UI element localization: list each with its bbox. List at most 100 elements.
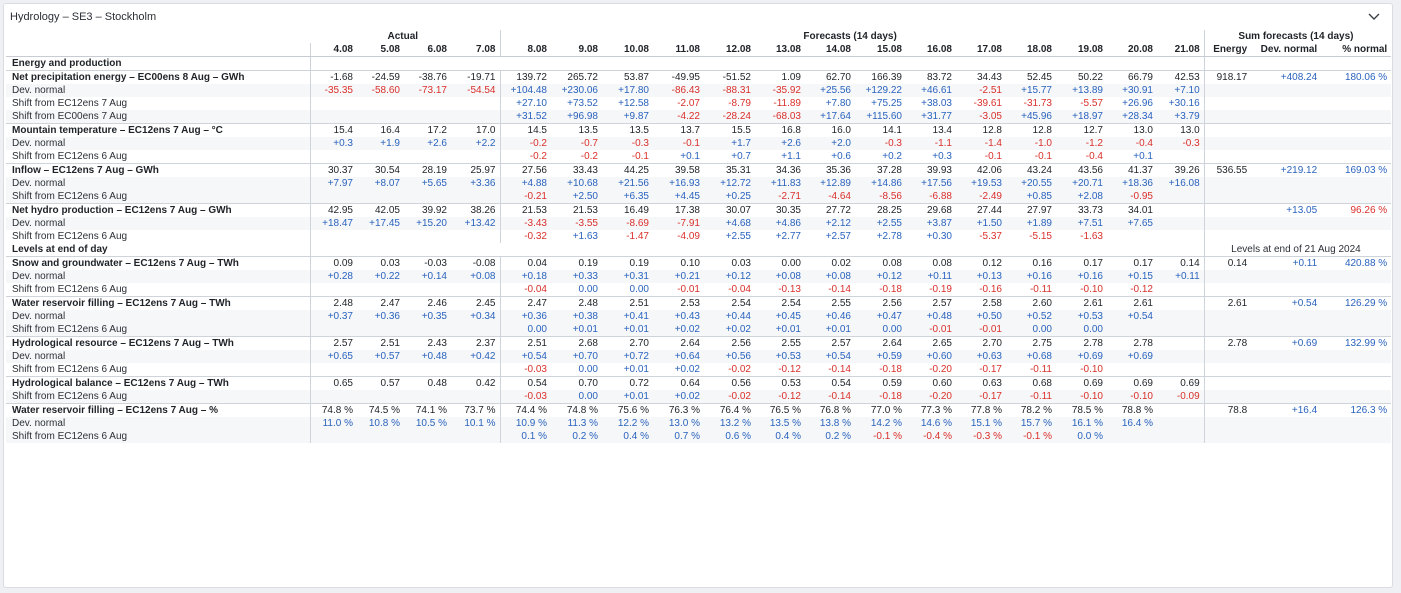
value-cell: +0.02 [674,364,700,375]
sub-row: Dev. normal +0.65 +0.57 +0.48 +0.42 +0.54 +0.7… [6,350,1392,363]
date-header: 4.08 [309,43,357,57]
value-cell: 0.00 [1056,323,1107,337]
value-cell: 77.8 % [956,403,1006,417]
value-cell: 0.69 [1056,376,1107,390]
value-cell: 37.28 [855,163,906,177]
value-cell: +0.48 [404,350,451,363]
value-cell: 27.56 [499,163,551,177]
sum-cell [1203,283,1252,297]
sub-row: Dev. normal +18.47 +17.45 +15.20 +13.42 -3.43… [6,217,1392,230]
value-cell: 77.0 % [855,403,906,417]
value-cell [451,110,500,124]
value-cell: -0.20 [906,390,956,404]
value-cell: 2.64 [653,336,704,350]
value-cell: +0.35 [404,310,451,323]
value-cell: -0.08 [451,256,500,270]
value-cell: +0.1 [680,151,700,162]
value-cell: 0.00 [578,284,598,295]
section-spacer [309,243,1205,257]
sum-cell [1203,430,1252,443]
value-cell: +7.65 [1107,217,1157,230]
value-cell: +0.08 [805,270,855,283]
value-cell: +2.50 [551,190,602,204]
value-cell: 13.2 % [704,417,755,430]
sum-cell [1321,123,1392,137]
header-label-spacer [6,43,310,57]
value-cell: 0.00 [499,323,551,337]
value-cell: +2.78 [876,231,902,242]
value-cell [309,283,357,297]
value-cell: +0.1 [1133,151,1153,162]
value-cell: -0.02 [704,390,755,404]
value-cell: -54.54 [451,84,500,97]
value-cell: +3.79 [1157,110,1205,124]
sum-cell [1251,97,1321,110]
value-cell: +0.13 [956,270,1006,283]
sum-cell [1321,137,1392,150]
value-cell: +0.02 [653,323,704,337]
value-cell: -0.01 [956,323,1006,337]
sum-cell [1203,217,1252,230]
value-cell: 42.05 [357,203,404,217]
value-cell: +31.77 [906,110,956,124]
value-cell: +129.22 [855,84,906,97]
value-cell: +15.20 [404,217,451,230]
sub-row: Dev. normal +0.28 +0.22 +0.14 +0.08 +0.18 +0.3… [6,270,1392,283]
value-cell: +2.6 [404,137,451,150]
value-cell: 16.4 [357,123,404,137]
date-header: 19.08 [1056,43,1107,57]
sum-cell [1321,363,1391,377]
value-cell: +0.25 [704,190,755,204]
value-cell: -0.1 [984,151,1002,162]
value-cell: 33.73 [1056,203,1107,217]
sum-cell [1251,323,1322,337]
value-cell [404,323,451,337]
value-cell: -38.76 [404,70,451,84]
value-cell: +2.55 [855,217,906,230]
value-cell [451,323,500,337]
value-cell: +11.83 [755,177,805,190]
sum-cell: 78.8 [1203,403,1252,417]
value-cell: 30.54 [357,163,404,177]
value-cell: 0.42 [451,376,500,390]
value-cell: -4.09 [677,231,700,242]
value-cell [309,390,357,404]
chevron-down-icon[interactable] [1366,8,1382,24]
value-cell: 13.0 [1107,123,1157,137]
value-cell: 16.49 [602,203,653,217]
value-cell: -3.55 [551,217,602,230]
value-cell: +0.64 [653,350,704,363]
value-cell: 0.64 [653,376,704,390]
value-cell: +2.77 [775,231,801,242]
sum-cell [1203,203,1252,217]
value-cell: 0.2 % [805,430,855,443]
value-cell: -35.92 [755,84,805,97]
value-cell: +30.91 [1107,84,1157,97]
sum-cell [1251,150,1321,164]
value-cell: 12.2 % [602,417,653,430]
sum-cell [1203,150,1252,164]
value-cell: 0.63 [956,376,1006,390]
value-cell: 0.12 [956,256,1006,270]
value-cell: +7.10 [1157,84,1205,97]
value-cell: +4.88 [499,177,551,190]
date-header: 11.08 [653,43,704,57]
value-cell: +3.36 [451,177,500,190]
value-cell: +0.01 [551,323,602,337]
value-cell: -1.68 [309,70,357,84]
row-label: Dev. normal [6,270,310,283]
sum-cell [1251,137,1322,150]
value-cell: +20.55 [1006,177,1056,190]
value-cell: +0.65 [309,350,357,363]
value-cell [404,230,451,243]
value-cell: 0.10 [653,256,704,270]
value-cell: +0.02 [653,390,704,404]
value-cell: 139.72 [499,70,551,84]
sum-cell: 180.06 % [1321,70,1392,84]
value-cell: 52.45 [1006,70,1056,84]
sum-cell [1203,123,1252,137]
value-cell: +4.68 [704,217,755,230]
value-cell [309,430,357,443]
value-cell: +0.45 [755,310,805,323]
row-label: Shift from EC12ens 6 Aug [12,151,128,162]
